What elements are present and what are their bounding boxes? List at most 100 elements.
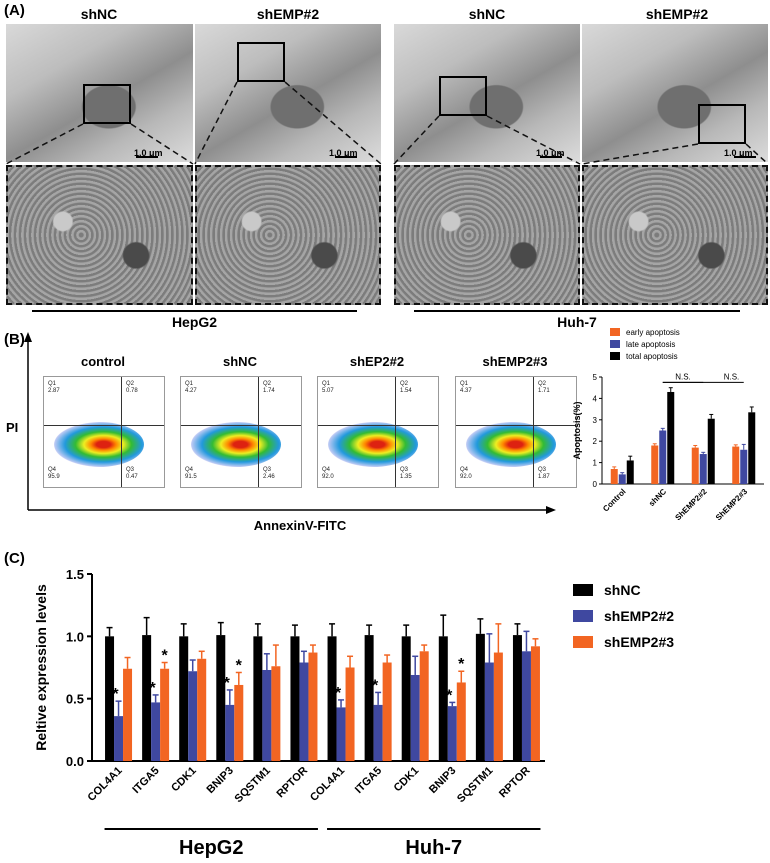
x-tick-label: ITGA5	[130, 765, 161, 796]
q4-label: Q4	[460, 467, 469, 473]
x-tick-label: Control	[601, 487, 627, 513]
bar	[197, 658, 207, 761]
bar	[308, 652, 318, 761]
legend-swatch	[573, 610, 593, 622]
facs-axes	[24, 332, 556, 514]
em-zoom-huh7-shnc	[394, 165, 580, 305]
q2-value: 1.74	[263, 388, 275, 394]
bar	[475, 633, 485, 761]
x-tick-label: COL4A1	[85, 765, 124, 804]
x-tick-label: RPTOR	[275, 765, 311, 801]
bar	[512, 635, 522, 761]
q4-label: Q4	[185, 467, 194, 473]
panel-b-label: (B)	[4, 331, 25, 348]
facs-y-label: PI	[6, 420, 19, 435]
q3-value: 0.47	[126, 474, 138, 480]
x-tick-label: COL4A1	[308, 765, 347, 804]
significance-star: *	[335, 685, 342, 702]
facs-plot-control: Q1 2.87 Q2 0.78 Q4 95.9 Q3 0.47	[43, 376, 165, 488]
q1-label: Q1	[185, 381, 194, 387]
bar	[610, 469, 618, 484]
bar	[364, 635, 374, 761]
hepg2-bracket	[32, 310, 357, 312]
bar	[667, 391, 675, 484]
em-image-hepg2-shnc: 1.0 μm	[6, 24, 193, 162]
q1-label: Q1	[322, 381, 331, 387]
q4-label: Q4	[48, 467, 57, 473]
bar	[651, 445, 659, 484]
col-title-2: shEMP#2	[256, 6, 320, 22]
legend-swatch	[610, 328, 620, 336]
em-image-huh7-shnc: 1.0 μm	[394, 24, 580, 162]
bar	[271, 666, 281, 761]
q4-label: Q4	[322, 467, 331, 473]
x-tick-label: RPTOR	[497, 765, 533, 801]
legend-swatch	[610, 352, 620, 360]
q3-label: Q3	[126, 467, 135, 473]
em-zoom-hepg2-shnc	[6, 165, 193, 305]
legend-swatch	[573, 636, 593, 648]
bar	[618, 474, 626, 484]
significance-star: *	[458, 656, 465, 673]
em-zoom-hepg2-shemp	[195, 165, 381, 305]
bar	[160, 668, 170, 761]
q2-label: Q2	[400, 381, 409, 387]
legend-label: shNC	[604, 582, 641, 598]
y-tick-label: 0.0	[66, 754, 84, 769]
ns-label: N.S.	[724, 372, 740, 381]
zoom-connectors	[5, 81, 769, 165]
legend-label: early apoptosis	[626, 328, 680, 337]
q2-value: 1.71	[538, 388, 550, 394]
x-tick-label: CDK1	[169, 765, 199, 795]
scale-bar	[335, 156, 357, 158]
facs-plot-shemp2-3: Q1 4.37 Q2 1.71 Q4 92.0 Q3 1.87	[455, 376, 577, 488]
q3-value: 1.35	[400, 474, 412, 480]
x-tick-label: SQSTM1	[455, 765, 495, 805]
q3-value: 2.46	[263, 474, 275, 480]
expression-bar-chart: 0.0 0.5 1.0 1.5 Reltive expression levels COL…	[33, 567, 674, 859]
bar	[521, 651, 531, 761]
panel-c-label: (C)	[4, 550, 25, 567]
q1-value: 4.37	[460, 388, 472, 394]
huh7-bracket	[414, 310, 740, 312]
bar	[419, 651, 429, 761]
bar	[345, 667, 355, 761]
x-tick-label: CDK1	[392, 765, 422, 795]
y-tick-label: 3	[593, 416, 598, 425]
bar	[484, 662, 494, 761]
bar	[290, 636, 300, 761]
q3-label: Q3	[538, 467, 547, 473]
bar	[142, 635, 152, 761]
zoom-box	[698, 104, 746, 144]
bar	[151, 702, 161, 761]
group-label: HepG2	[179, 837, 243, 859]
x-tick-label: BNIP3	[205, 765, 236, 796]
y-tick-label: 5	[593, 373, 598, 382]
bar	[382, 662, 392, 761]
significance-star: *	[150, 680, 157, 697]
bar	[740, 449, 748, 484]
bar	[114, 716, 124, 761]
bar	[626, 460, 634, 484]
scale-bar	[136, 156, 158, 158]
bar	[299, 662, 309, 761]
q2-value: 1.54	[400, 388, 412, 394]
bar	[216, 635, 226, 761]
q2-label: Q2	[126, 381, 135, 387]
q3-label: Q3	[400, 467, 409, 473]
y-tick-label: 1	[593, 459, 598, 468]
scale-label: 1.0 μm	[724, 148, 753, 158]
bar	[447, 706, 457, 761]
facs-x-label: AnnexinV-FITC	[253, 518, 347, 533]
facs-title-1: control	[80, 354, 126, 369]
density-cloud	[328, 422, 418, 467]
scale-label: 1.0 μm	[329, 148, 358, 158]
q2-label: Q2	[538, 381, 547, 387]
y-tick-label: 0	[593, 480, 598, 489]
significance-star: *	[446, 687, 453, 704]
bar	[732, 446, 740, 484]
bar	[123, 668, 133, 761]
bar	[262, 669, 272, 761]
q1-value: 5.07	[322, 388, 334, 394]
apoptosis-bar-chart: early apoptosis late apoptosis total apopt…	[572, 328, 764, 522]
